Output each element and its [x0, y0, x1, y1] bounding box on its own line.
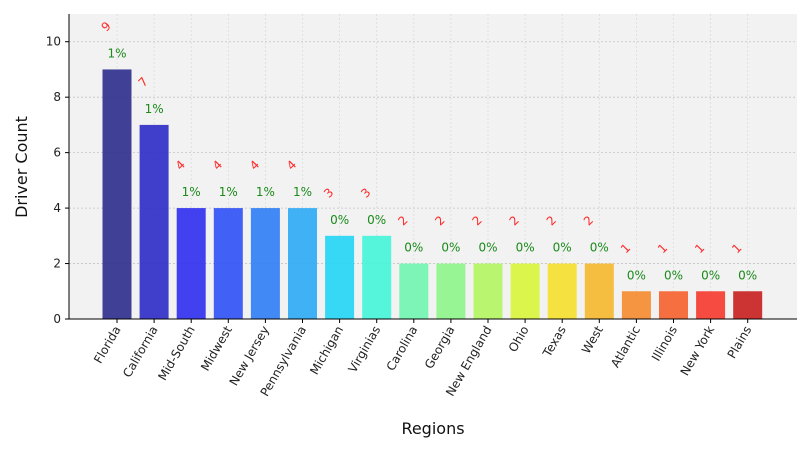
percent-label: 0%: [553, 241, 572, 255]
x-tick-label: Michigan: [307, 324, 346, 378]
y-ticks-group: 0 2 4 6 8 10: [46, 35, 69, 326]
x-tick-label: Virginias: [345, 324, 383, 376]
percent-label: 0%: [664, 268, 683, 282]
x-tick-label: Carolina: [384, 324, 421, 374]
percent-label: 0%: [367, 213, 386, 227]
y-axis-title: Driver Count: [12, 116, 31, 218]
percent-label: 1%: [293, 185, 312, 199]
bar: [139, 124, 169, 319]
x-tick-label: Georgia: [422, 324, 458, 372]
x-tick-label: New York: [678, 323, 718, 378]
y-tick-label: 10: [46, 35, 61, 49]
percent-label: 1%: [256, 185, 275, 199]
bar: [102, 69, 132, 319]
percent-label: 1%: [145, 102, 164, 116]
bar: [510, 263, 540, 319]
percent-label: 0%: [516, 241, 535, 255]
bar: [399, 263, 429, 319]
bars-group: [102, 69, 763, 319]
percent-label: 0%: [330, 213, 349, 227]
bar: [733, 291, 763, 319]
bar: [362, 235, 392, 319]
bar: [213, 208, 243, 319]
bar: [696, 291, 726, 319]
bar: [325, 235, 355, 319]
percent-label: 0%: [701, 268, 720, 282]
x-tick-label: Plains: [725, 324, 755, 361]
bar: [659, 291, 688, 319]
bar: [250, 208, 280, 319]
percent-label: 0%: [441, 241, 460, 255]
bar: [473, 263, 503, 319]
x-tick-label: Ohio: [506, 324, 532, 355]
percent-label: 1%: [182, 185, 201, 199]
x-tick-label: West: [579, 323, 606, 356]
percent-label: 1%: [219, 185, 238, 199]
bar: [436, 263, 466, 319]
x-tick-label: Atlantic: [608, 324, 643, 371]
bar: [621, 291, 651, 319]
bar: [176, 208, 206, 319]
bar: [584, 263, 614, 319]
x-tick-label: Illinois: [649, 324, 680, 364]
percent-label: 0%: [478, 241, 497, 255]
bar: [288, 208, 317, 319]
percent-label: 1%: [107, 46, 126, 60]
percent-label: 0%: [738, 268, 757, 282]
x-tick-label: Midwest: [198, 323, 235, 373]
percent-label: 0%: [590, 241, 609, 255]
y-tick-label: 6: [53, 146, 61, 160]
x-tick-label: Texas: [540, 324, 569, 361]
y-tick-label: 2: [53, 257, 61, 271]
y-tick-label: 8: [53, 90, 61, 104]
bar: [547, 263, 577, 319]
y-tick-label: 0: [53, 312, 61, 326]
x-tick-label: Mid-South: [155, 324, 197, 383]
y-tick-label: 4: [53, 201, 61, 215]
percent-label: 0%: [404, 241, 423, 255]
x-tick-label: Florida: [91, 324, 124, 366]
x-axis-title: Regions: [401, 419, 464, 438]
percent-label: 0%: [627, 268, 646, 282]
x-tick-label: California: [120, 324, 161, 380]
